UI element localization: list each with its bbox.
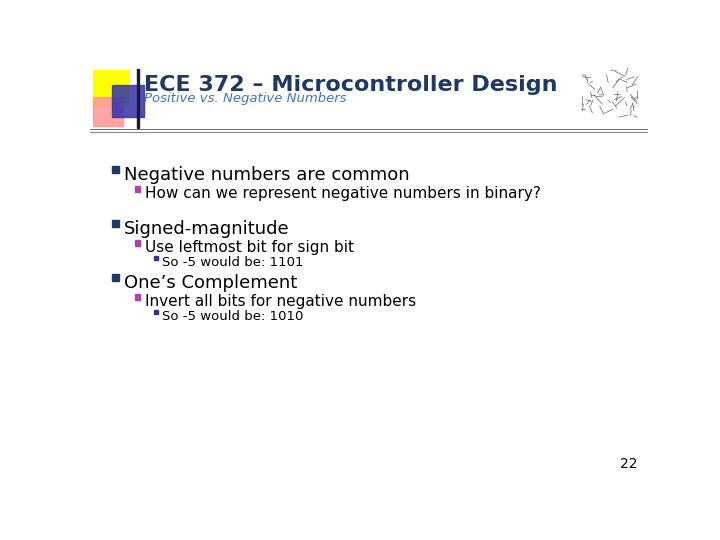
Text: How can we represent negative numbers in binary?: How can we represent negative numbers in… (145, 186, 541, 201)
Text: Negative numbers are common: Negative numbers are common (124, 166, 410, 185)
Text: Use leftmost bit for sign bit: Use leftmost bit for sign bit (145, 240, 354, 255)
Text: Signed-magnitude: Signed-magnitude (124, 220, 289, 238)
Bar (135, 186, 140, 192)
Text: ECE 372 – Microcontroller Design: ECE 372 – Microcontroller Design (144, 75, 558, 95)
Bar (93, 70, 128, 105)
Bar (112, 274, 119, 281)
Bar (135, 240, 140, 246)
Bar (153, 309, 158, 314)
Bar (153, 256, 158, 260)
Text: Positive vs. Negative Numbers: Positive vs. Negative Numbers (144, 92, 347, 105)
Bar (112, 220, 119, 227)
Bar (135, 294, 140, 300)
Bar (93, 97, 122, 126)
Bar (112, 85, 144, 117)
Text: 22: 22 (620, 457, 637, 471)
Text: So -5 would be: 1010: So -5 would be: 1010 (162, 309, 303, 323)
Bar (112, 166, 119, 173)
Text: One’s Complement: One’s Complement (124, 274, 297, 292)
Text: So -5 would be: 1101: So -5 would be: 1101 (162, 256, 304, 269)
Text: Invert all bits for negative numbers: Invert all bits for negative numbers (145, 294, 416, 309)
Bar (137, 69, 139, 128)
